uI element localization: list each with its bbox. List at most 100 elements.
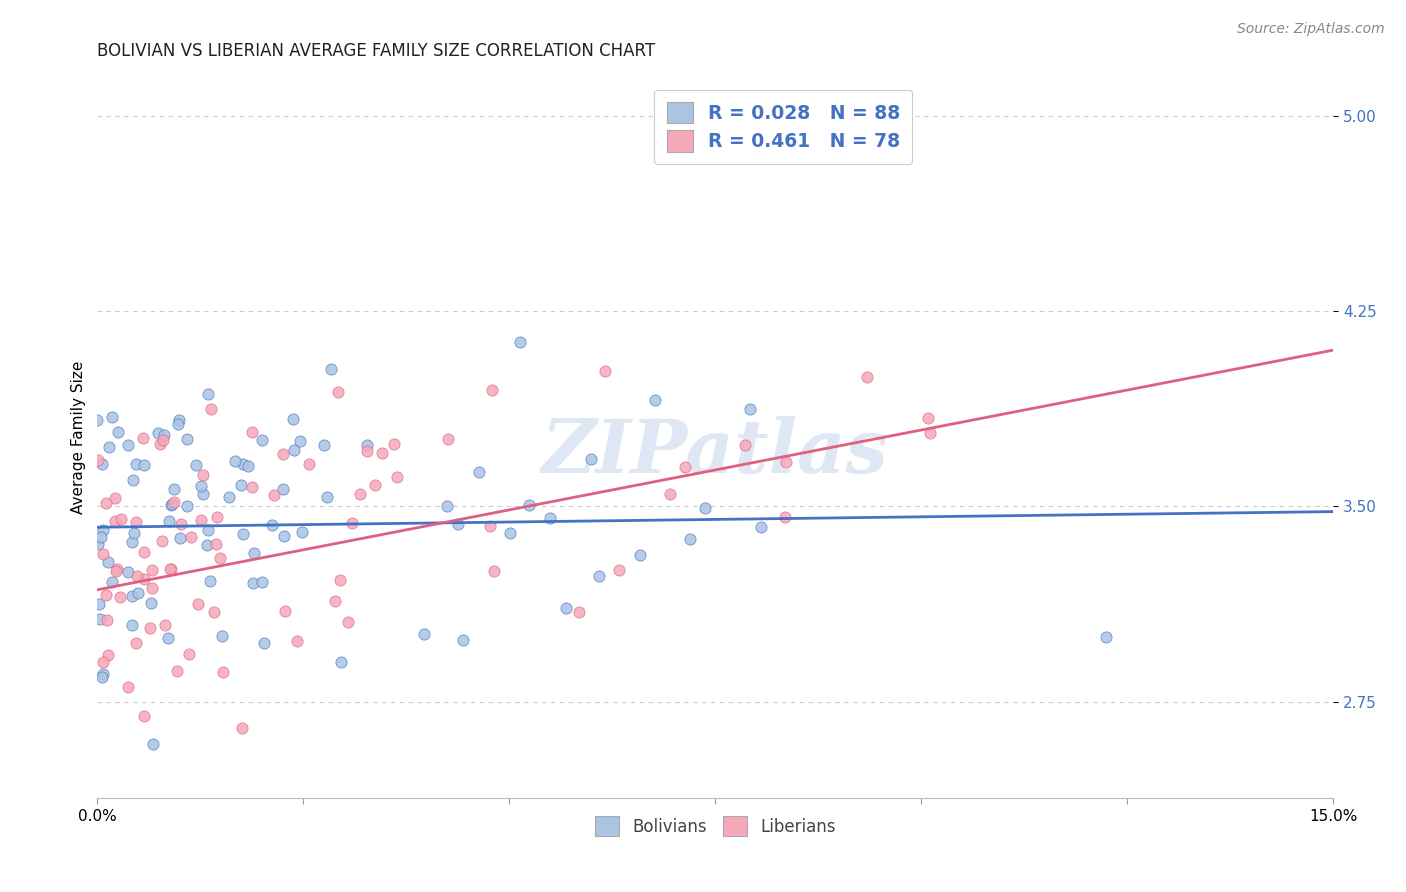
Point [509,334,531,349]
Point [319,362,342,376]
Point [271,482,294,496]
Point [146,425,169,440]
Point [141,581,163,595]
Point [107,425,129,439]
Point [157,631,180,645]
Point [124,525,146,540]
Point [329,573,352,587]
Point [482,564,505,578]
Point [738,402,761,417]
Point [131,431,153,445]
Text: ZIPatlas: ZIPatlas [541,416,889,488]
Point [238,458,260,473]
Point [159,562,181,576]
Point [212,665,235,680]
Point [91,656,114,670]
Point [356,438,378,452]
Point [200,401,222,416]
Point [121,535,143,549]
Point [751,520,773,534]
Y-axis label: Average Family Size: Average Family Size [72,360,86,514]
Point [105,562,128,576]
Point [89,612,111,626]
Point [1095,630,1118,644]
Point [101,409,124,424]
Point [127,585,149,599]
Point [242,576,264,591]
Point [117,565,139,579]
Point [297,458,319,472]
Point [224,454,246,468]
Point [190,513,212,527]
Point [110,512,132,526]
Point [208,551,231,566]
Point [94,496,117,510]
Point [132,572,155,586]
Point [288,434,311,449]
Point [734,438,756,452]
Point [555,600,578,615]
Point [97,440,120,454]
Point [187,597,209,611]
Point [121,618,143,632]
Point [125,635,148,649]
Point [125,569,148,583]
Point [163,482,186,496]
Point [336,615,359,630]
Point [274,604,297,618]
Point [693,500,716,515]
Point [673,460,696,475]
Point [121,589,143,603]
Point [134,545,156,559]
Point [517,498,540,512]
Point [160,498,183,512]
Point [204,537,226,551]
Point [104,491,127,505]
Point [96,613,118,627]
Point [436,499,458,513]
Point [170,517,193,532]
Point [205,510,228,524]
Point [139,621,162,635]
Point [773,510,796,524]
Point [176,432,198,446]
Point [191,487,214,501]
Point [195,538,218,552]
Point [568,606,591,620]
Point [108,590,131,604]
Point [453,632,475,647]
Point [291,524,314,539]
Point [197,387,219,401]
Point [104,514,127,528]
Point [281,412,304,426]
Point [166,417,188,432]
Point [197,523,219,537]
Point [253,636,276,650]
Point [142,737,165,751]
Point [86,413,108,427]
Point [243,545,266,559]
Point [90,530,112,544]
Point [240,425,263,439]
Point [287,634,309,648]
Point [231,721,253,735]
Point [198,574,221,588]
Point [370,446,392,460]
Point [855,370,877,384]
Point [93,547,115,561]
Point [260,518,283,533]
Point [479,518,502,533]
Point [218,491,240,505]
Point [917,411,939,425]
Point [250,575,273,590]
Point [340,516,363,530]
Point [179,647,201,661]
Point [447,517,470,532]
Point [96,555,118,569]
Point [101,575,124,590]
Point [263,488,285,502]
Point [91,670,114,684]
Point [323,594,346,608]
Point [229,478,252,492]
Point [169,531,191,545]
